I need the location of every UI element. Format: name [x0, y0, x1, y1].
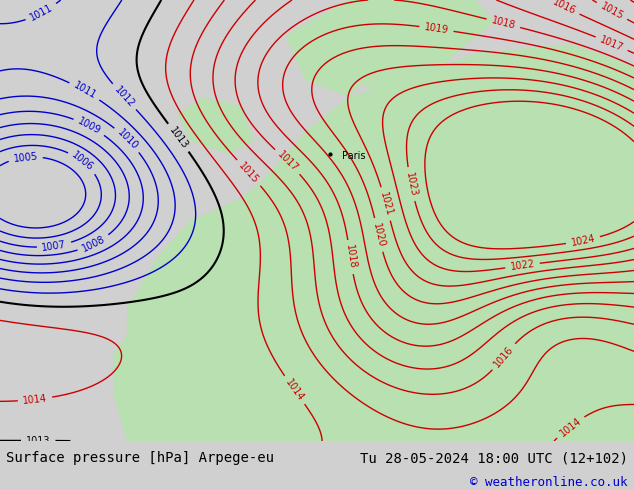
- Text: 1005: 1005: [13, 151, 38, 164]
- Text: Tu 28-05-2024 18:00 UTC (12+102): Tu 28-05-2024 18:00 UTC (12+102): [359, 451, 628, 465]
- Text: 1012: 1012: [112, 84, 136, 109]
- Text: 1010: 1010: [115, 127, 139, 152]
- Text: Surface pressure [hPa] Arpege-eu: Surface pressure [hPa] Arpege-eu: [6, 451, 275, 465]
- Text: 1009: 1009: [76, 116, 103, 136]
- Text: 1021: 1021: [378, 191, 394, 217]
- Text: © weatheronline.co.uk: © weatheronline.co.uk: [470, 476, 628, 489]
- Text: 1023: 1023: [404, 171, 418, 197]
- Text: 1014: 1014: [557, 416, 583, 439]
- Text: 1014: 1014: [283, 377, 306, 403]
- Text: 1011: 1011: [72, 80, 98, 101]
- Text: 1011: 1011: [29, 2, 55, 23]
- Text: 1018: 1018: [344, 244, 357, 270]
- Text: 1019: 1019: [424, 22, 450, 35]
- Text: Paris: Paris: [342, 151, 366, 161]
- Text: 1020: 1020: [371, 222, 386, 248]
- Text: 1016: 1016: [492, 344, 515, 369]
- Text: 1014: 1014: [22, 393, 48, 406]
- Text: 1013: 1013: [167, 125, 190, 150]
- Text: 1017: 1017: [598, 34, 625, 53]
- Text: 1017: 1017: [275, 149, 300, 174]
- Text: 1024: 1024: [570, 233, 596, 248]
- Text: 1022: 1022: [510, 259, 536, 272]
- Text: 1016: 1016: [551, 0, 577, 17]
- Text: 1015: 1015: [598, 1, 625, 22]
- Text: 1008: 1008: [81, 234, 107, 254]
- Text: 1015: 1015: [237, 160, 261, 185]
- Text: 1013: 1013: [26, 436, 51, 446]
- Text: 1007: 1007: [41, 239, 67, 252]
- Text: 1018: 1018: [490, 15, 517, 31]
- Text: 1006: 1006: [70, 150, 96, 173]
